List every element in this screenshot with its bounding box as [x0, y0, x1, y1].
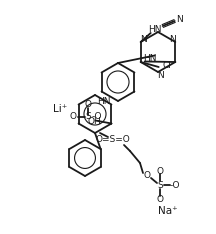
Text: O: O: [85, 100, 92, 109]
Text: OH: OH: [88, 117, 102, 126]
Text: N: N: [157, 70, 163, 80]
Text: Li⁺: Li⁺: [53, 103, 68, 113]
Text: O: O: [157, 194, 164, 204]
Text: O: O: [143, 172, 151, 180]
Text: O: O: [70, 112, 77, 121]
Text: S: S: [157, 180, 163, 190]
Text: Na⁺: Na⁺: [158, 206, 178, 216]
Text: O: O: [157, 167, 164, 176]
Text: HN: HN: [143, 54, 156, 63]
Text: Cl: Cl: [162, 62, 171, 70]
Text: HN: HN: [97, 97, 110, 106]
Text: -O: -O: [91, 112, 102, 121]
Text: O=S=O: O=S=O: [96, 135, 130, 145]
Text: HN: HN: [148, 26, 161, 34]
Text: -O: -O: [170, 180, 180, 190]
Text: N: N: [169, 36, 176, 44]
Text: N: N: [176, 15, 183, 23]
Text: N: N: [140, 36, 147, 44]
Text: S: S: [86, 112, 91, 121]
